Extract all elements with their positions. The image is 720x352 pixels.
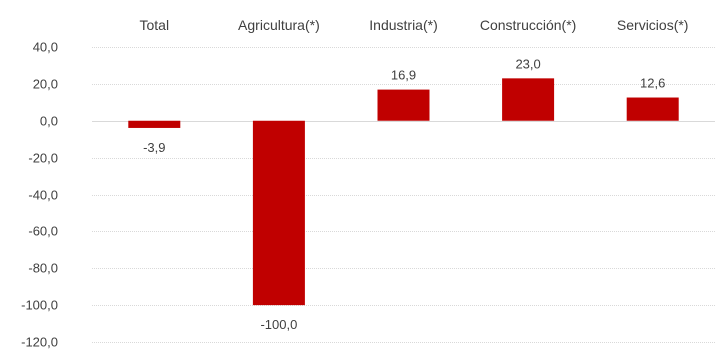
bars <box>128 78 679 306</box>
y-tick-label: -40,0 <box>28 188 58 203</box>
category-label: Industria(*) <box>369 17 437 33</box>
bar <box>502 78 555 121</box>
category-label: Construcción(*) <box>480 17 576 33</box>
bar <box>128 120 181 128</box>
category-labels: Total Agricultura(*) Industria(*) Construcc… <box>140 17 689 33</box>
y-tick-label: -120,0 <box>21 335 58 350</box>
y-tick-label: -80,0 <box>28 261 58 276</box>
data-labels: -3,9 -100,0 16,9 23,0 12,6 <box>143 56 665 332</box>
y-tick-label: -100,0 <box>21 298 58 313</box>
data-label: 23,0 <box>515 56 540 71</box>
y-axis-tick-labels: 40,0 20,0 0,0 -20,0 -40,0 -60,0 -80,0 -100,0 -12… <box>21 40 58 350</box>
y-tick-label: -20,0 <box>28 151 58 166</box>
gridlines <box>92 47 715 343</box>
data-label: 12,6 <box>640 76 665 91</box>
y-tick-label: -60,0 <box>28 224 58 239</box>
data-label: 16,9 <box>391 68 416 83</box>
bar <box>252 120 305 306</box>
bar <box>626 97 679 121</box>
y-tick-label: 0,0 <box>40 114 58 129</box>
category-label: Servicios(*) <box>617 17 689 33</box>
data-label: -100,0 <box>260 317 297 332</box>
category-label: Agricultura(*) <box>238 17 320 33</box>
data-label: -3,9 <box>143 140 165 155</box>
category-label: Total <box>140 17 170 33</box>
bar <box>377 89 430 121</box>
y-tick-label: 40,0 <box>33 40 58 55</box>
y-tick-label: 20,0 <box>33 77 58 92</box>
